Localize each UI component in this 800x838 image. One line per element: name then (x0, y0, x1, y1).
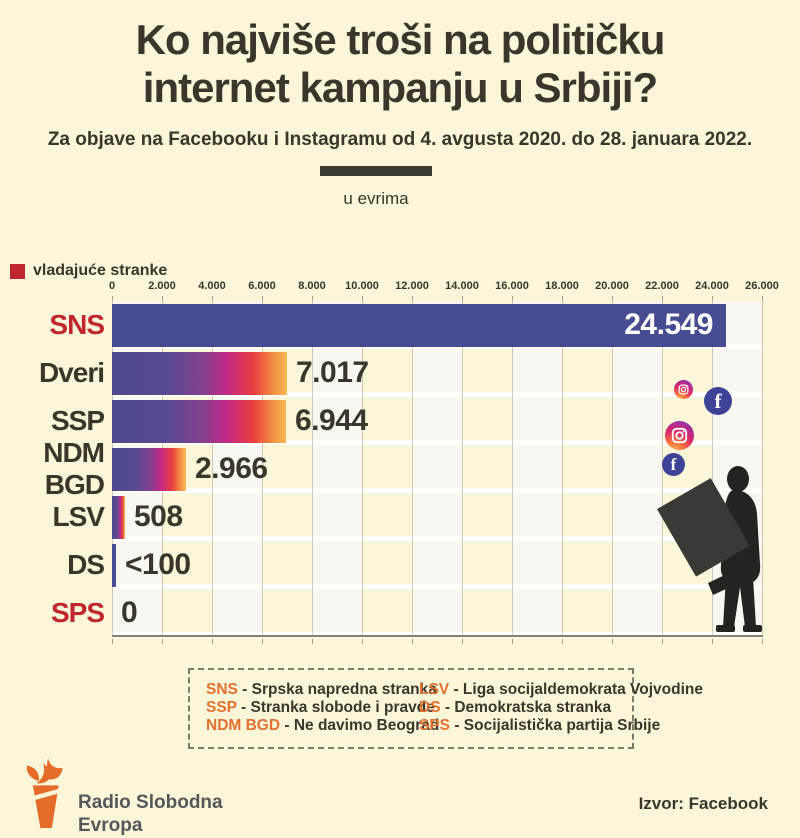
bar (112, 543, 116, 587)
value-label: 6.944 (295, 404, 368, 437)
instagram-icon (665, 421, 694, 450)
x-axis-tick-label: 0 (108, 280, 116, 292)
facebook-glyph: f (670, 455, 677, 474)
bar (112, 495, 125, 539)
title-line-2: internet kampanju u Srbiji? (142, 63, 658, 111)
abbreviation-entry: SNS - Srpska napredna stranka (206, 681, 437, 698)
x-axis-tick-label: 8.000 (298, 280, 326, 292)
plot-area: f f (39, 301, 763, 637)
x-axis-tick-label: 14.000 (445, 280, 479, 292)
bar-row: SSP 6.944 (0, 397, 763, 445)
x-axis-tick-label: 2.000 (148, 280, 176, 292)
x-axis-ticks-top (112, 296, 763, 301)
bar-row: SNS 24.549 (0, 301, 763, 349)
source-credit: Izvor: Facebook (638, 794, 768, 813)
x-axis-labels: 0 2.000 4.000 6.000 8.000 10.000 12.000 14.000 1… (108, 280, 779, 294)
category-label: DS (67, 549, 105, 580)
x-axis-tick-label: 20.000 (595, 280, 629, 292)
unit-label: u evrima (343, 188, 409, 208)
abbreviation-entry: SSP - Stranka slobode i pravde (206, 699, 435, 716)
x-axis-tick-label: 10.000 (345, 280, 379, 292)
person-silhouette (650, 445, 774, 635)
abbreviation-entry: DS - Demokratska stranka (419, 699, 612, 716)
value-label: 7.017 (296, 356, 369, 389)
brand-line-2: Evropa (78, 814, 143, 836)
category-label: Dveri (38, 357, 105, 388)
brand-line-1: Radio Slobodna (78, 792, 223, 813)
bar-row: SPS 0 (0, 589, 763, 637)
category-label: NDM BGD (43, 437, 105, 500)
x-axis-tick-label: 22.000 (645, 280, 679, 292)
instagram-icon (674, 380, 693, 399)
bar (112, 351, 287, 395)
x-axis-tick-label: 18.000 (545, 280, 579, 292)
bar-row: NDM BGD 2.966 (0, 437, 763, 500)
abbreviations-box: SNS - Srpska napredna stranka SSP - Stran… (188, 668, 703, 749)
value-label: 24.549 (624, 308, 713, 341)
x-axis-ticks-bottom (112, 639, 763, 644)
facebook-glyph: f (714, 388, 722, 413)
facebook-icon: f (704, 387, 732, 415)
x-axis-tick-label: 26.000 (745, 280, 779, 292)
bar-row: LSV 508 (0, 493, 763, 541)
abbreviations-right-column: LSV - Liga socijaldemokrata Vojvodine DS … (419, 681, 703, 735)
bar-row: DS <100 (0, 541, 763, 589)
ruling-parties-swatch (10, 263, 25, 279)
brand-logo: Radio Slobodna Evropa (22, 758, 223, 838)
x-axis-tick-label: 6.000 (248, 280, 276, 292)
ruling-parties-legend: vladajuće stranke (10, 262, 167, 280)
bar-chart: 0 2.000 4.000 6.000 8.000 10.000 12.000 14.000 1… (0, 280, 800, 645)
bar (112, 447, 186, 491)
x-axis-tick-label: 24.000 (695, 280, 729, 292)
value-label: <100 (125, 548, 191, 581)
title-line-1: Ko najviše troši na političku (135, 16, 666, 63)
torch-icon (22, 758, 68, 833)
value-label: 2.966 (195, 452, 268, 485)
value-label: 508 (134, 500, 183, 533)
abbreviation-entry: NDM BGD - Ne davimo Beograd (206, 717, 440, 734)
category-label: LSV (52, 501, 105, 532)
x-axis-tick-label: 16.000 (495, 280, 529, 292)
ruling-parties-label: vladajuće stranke (33, 262, 168, 279)
infographic: Ko najviše troši na političku internet k… (0, 16, 800, 836)
facebook-icon: f (662, 453, 685, 476)
x-axis-tick-label: 4.000 (198, 280, 226, 292)
x-axis-tick-label: 12.000 (395, 280, 429, 292)
category-label: SSP (50, 405, 105, 436)
bar: 24.549 (112, 303, 726, 347)
value-label: 0 (121, 596, 138, 629)
divider-bar (320, 165, 432, 176)
abbreviation-entry: SPS - Socijalistička partija Srbije (419, 717, 661, 734)
abbreviation-entry: LSV - Liga socijaldemokrata Vojvodine (419, 681, 703, 698)
page-title: Ko najviše troši na političku internet k… (0, 16, 800, 112)
category-label: SNS (49, 309, 105, 340)
abbreviations-left-column: SNS - Srpska napredna stranka SSP - Stran… (206, 681, 440, 735)
category-label: SPS (50, 597, 105, 628)
brand-name: Radio Slobodna Evropa (78, 792, 223, 838)
subtitle: Za objave na Facebooku i Instagramu od 4… (47, 128, 753, 150)
bar (112, 399, 286, 443)
bar-row: Dveri 7.017 (0, 349, 763, 397)
